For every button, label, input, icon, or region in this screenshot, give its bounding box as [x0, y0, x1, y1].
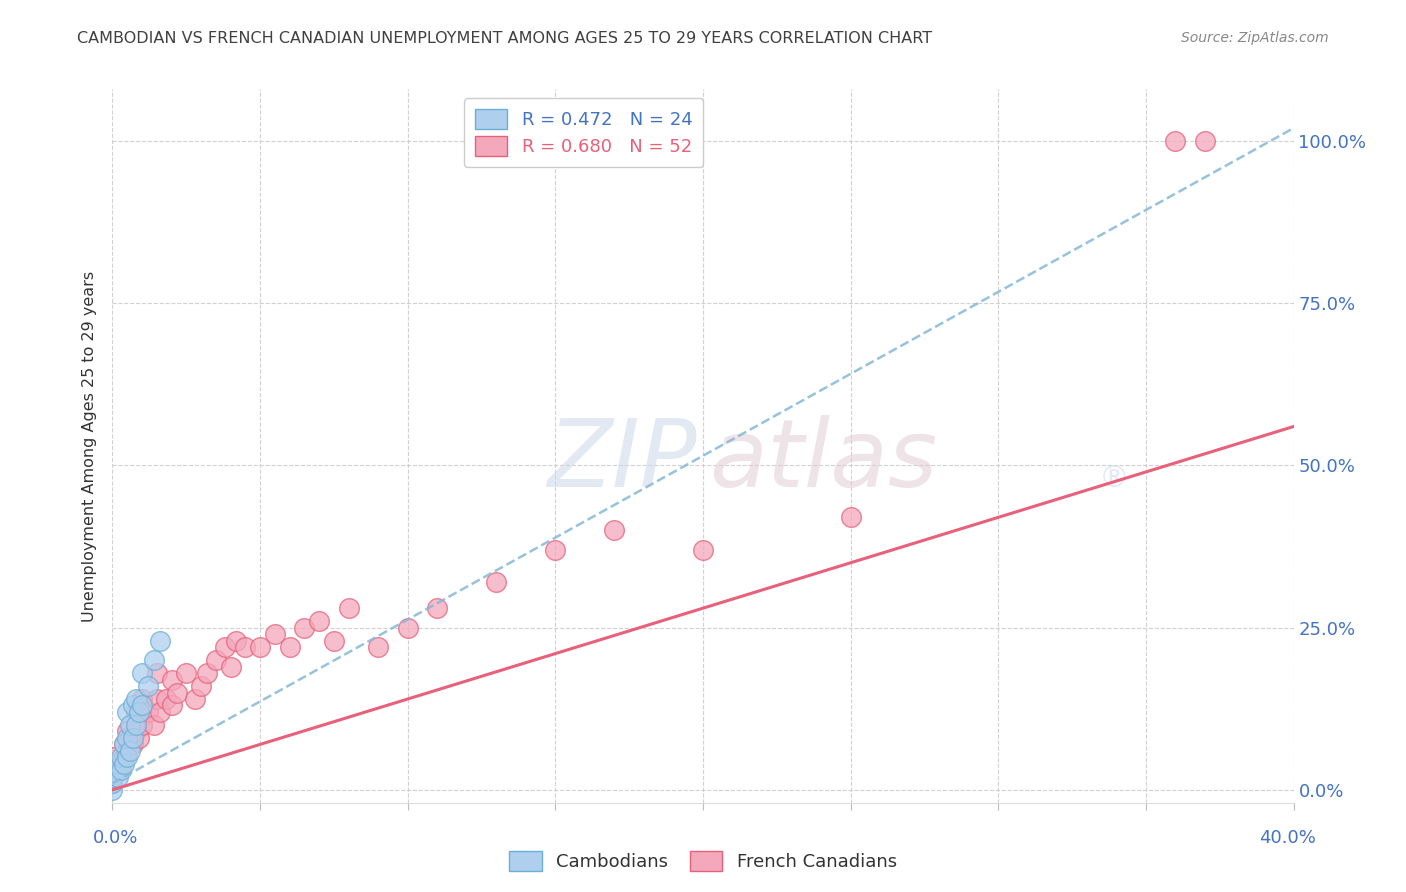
Point [101, 770, 124, 784]
Point [219, 659, 242, 673]
Point [107, 770, 129, 784]
Point [146, 666, 169, 681]
Point [292, 621, 315, 635]
Point [225, 633, 247, 648]
Point [426, 601, 449, 615]
Point [131, 718, 153, 732]
Point [125, 718, 148, 732]
Point [101, 776, 124, 790]
Text: CAMBODIAN VS FRENCH CANADIAN UNEMPLOYMENT AMONG AGES 25 TO 29 YEARS CORRELATION : CAMBODIAN VS FRENCH CANADIAN UNEMPLOYMEN… [77, 31, 932, 46]
Point [101, 782, 124, 797]
Point [149, 705, 172, 719]
Point [692, 542, 714, 557]
Point [233, 640, 256, 654]
Point [101, 764, 124, 778]
Point [146, 692, 169, 706]
Point [122, 731, 145, 745]
Legend: Cambodians, French Canadians: Cambodians, French Canadians [502, 844, 904, 879]
Point [1194, 134, 1216, 148]
Point [131, 666, 153, 681]
Point [117, 744, 138, 758]
Point [278, 640, 301, 654]
Point [128, 705, 150, 719]
Point [249, 640, 271, 654]
Point [396, 621, 419, 635]
Point [174, 666, 197, 681]
Point [112, 738, 135, 752]
Point [117, 705, 138, 719]
Point [367, 640, 389, 654]
Point [160, 698, 183, 713]
Point [603, 524, 626, 538]
Point [160, 673, 183, 687]
Point [839, 510, 862, 524]
Point [149, 633, 172, 648]
Point [544, 542, 567, 557]
Point [117, 724, 138, 739]
Point [485, 575, 508, 590]
Text: atlas: atlas [709, 415, 938, 506]
Point [337, 601, 360, 615]
Point [190, 679, 212, 693]
Point [128, 731, 150, 745]
Text: 40.0%: 40.0% [1260, 829, 1316, 847]
Point [136, 705, 159, 719]
Point [184, 692, 207, 706]
Point [214, 640, 236, 654]
Point [155, 692, 177, 706]
Point [110, 764, 132, 778]
Text: ®: ® [1098, 464, 1129, 492]
Point [107, 756, 129, 771]
Point [195, 666, 218, 681]
Point [1164, 134, 1187, 148]
Point [117, 731, 138, 745]
Point [205, 653, 228, 667]
Point [112, 750, 135, 764]
Text: Source: ZipAtlas.com: Source: ZipAtlas.com [1181, 31, 1329, 45]
Point [142, 718, 165, 732]
Point [101, 770, 124, 784]
Point [107, 764, 129, 778]
Point [125, 692, 148, 706]
Point [125, 705, 148, 719]
Point [122, 698, 145, 713]
Text: ZIP: ZIP [547, 415, 697, 506]
Point [120, 744, 142, 758]
Point [112, 738, 135, 752]
Point [166, 685, 188, 699]
Point [101, 750, 124, 764]
Point [142, 653, 165, 667]
Point [308, 614, 330, 628]
Point [117, 750, 138, 764]
Point [131, 698, 153, 713]
Y-axis label: Unemployment Among Ages 25 to 29 years: Unemployment Among Ages 25 to 29 years [82, 270, 97, 622]
Point [112, 756, 135, 771]
Point [110, 756, 132, 771]
Point [122, 738, 145, 752]
Point [264, 627, 287, 641]
Point [323, 633, 346, 648]
Point [110, 750, 132, 764]
Text: 0.0%: 0.0% [93, 829, 138, 847]
Point [120, 718, 142, 732]
Point [101, 776, 124, 790]
Point [136, 679, 159, 693]
Point [120, 731, 142, 745]
Legend: R = 0.472   N = 24, R = 0.680   N = 52: R = 0.472 N = 24, R = 0.680 N = 52 [464, 98, 703, 167]
Point [125, 724, 148, 739]
Point [131, 692, 153, 706]
